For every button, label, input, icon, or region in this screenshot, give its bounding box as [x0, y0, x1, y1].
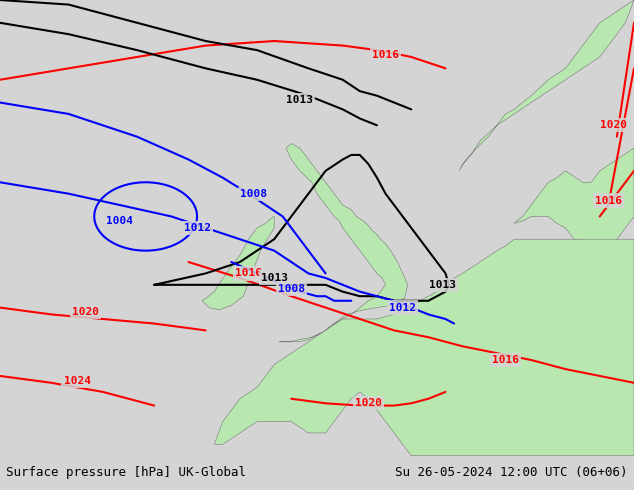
Text: 1008: 1008 — [278, 284, 305, 294]
Text: 1020: 1020 — [600, 121, 627, 130]
Polygon shape — [214, 239, 634, 456]
Text: 1020: 1020 — [72, 307, 99, 317]
Text: 1016: 1016 — [492, 355, 519, 365]
Text: 1016: 1016 — [235, 269, 262, 278]
Text: 1013: 1013 — [261, 273, 288, 283]
Polygon shape — [459, 0, 634, 171]
Text: 1013: 1013 — [429, 280, 456, 290]
Text: 1012: 1012 — [389, 303, 416, 313]
Text: 1020: 1020 — [355, 398, 382, 408]
Text: 1004: 1004 — [107, 216, 133, 226]
Polygon shape — [280, 144, 408, 342]
Text: Surface pressure [hPa] UK-Global: Surface pressure [hPa] UK-Global — [6, 466, 247, 479]
Text: Su 26-05-2024 12:00 UTC (06+06): Su 26-05-2024 12:00 UTC (06+06) — [395, 466, 628, 479]
Polygon shape — [202, 217, 274, 310]
Text: 1016: 1016 — [372, 49, 399, 60]
Text: 1013: 1013 — [287, 95, 313, 105]
Text: 1016: 1016 — [595, 196, 622, 205]
Text: 1008: 1008 — [240, 189, 267, 198]
Text: 1024: 1024 — [63, 375, 91, 386]
Text: 1012: 1012 — [184, 223, 210, 233]
Polygon shape — [514, 148, 634, 255]
